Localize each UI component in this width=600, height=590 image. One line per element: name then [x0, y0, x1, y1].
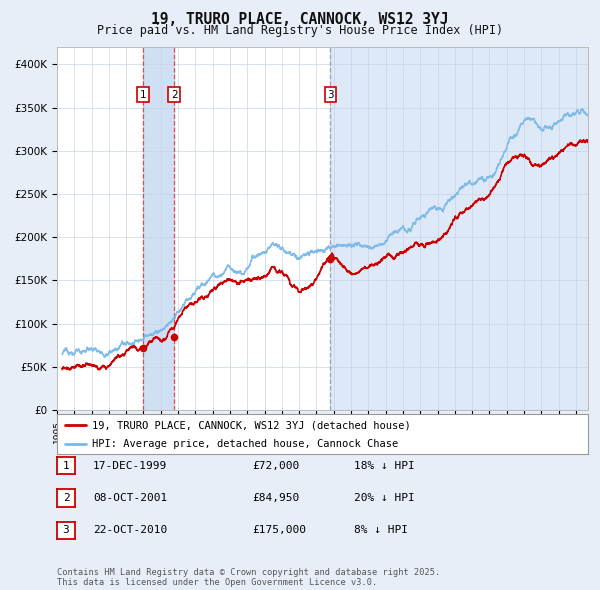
Text: £84,950: £84,950: [252, 493, 299, 503]
Text: 20% ↓ HPI: 20% ↓ HPI: [354, 493, 415, 503]
Text: HPI: Average price, detached house, Cannock Chase: HPI: Average price, detached house, Cann…: [92, 440, 398, 449]
Text: 18% ↓ HPI: 18% ↓ HPI: [354, 461, 415, 470]
Text: 17-DEC-1999: 17-DEC-1999: [93, 461, 167, 470]
Text: £72,000: £72,000: [252, 461, 299, 470]
Text: Contains HM Land Registry data © Crown copyright and database right 2025.
This d: Contains HM Land Registry data © Crown c…: [57, 568, 440, 587]
Text: 2: 2: [62, 493, 70, 503]
Text: 3: 3: [327, 90, 334, 100]
Text: 2: 2: [171, 90, 178, 100]
Text: 08-OCT-2001: 08-OCT-2001: [93, 493, 167, 503]
Text: 19, TRURO PLACE, CANNOCK, WS12 3YJ: 19, TRURO PLACE, CANNOCK, WS12 3YJ: [151, 12, 449, 27]
Text: 19, TRURO PLACE, CANNOCK, WS12 3YJ (detached house): 19, TRURO PLACE, CANNOCK, WS12 3YJ (deta…: [92, 421, 410, 431]
Text: £175,000: £175,000: [252, 526, 306, 535]
Bar: [331, 47, 600, 410]
Text: 1: 1: [62, 461, 70, 470]
Text: 22-OCT-2010: 22-OCT-2010: [93, 526, 167, 535]
Bar: [143, 47, 174, 410]
Text: 1: 1: [139, 90, 146, 100]
Text: Price paid vs. HM Land Registry's House Price Index (HPI): Price paid vs. HM Land Registry's House …: [97, 24, 503, 37]
Text: 8% ↓ HPI: 8% ↓ HPI: [354, 526, 408, 535]
Text: 3: 3: [62, 526, 70, 535]
